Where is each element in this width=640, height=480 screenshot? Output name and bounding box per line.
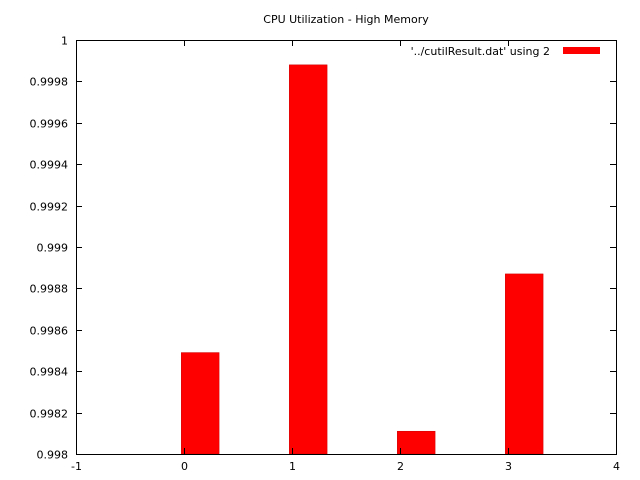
legend-swatch [563, 47, 600, 54]
y-tick-label: 0.9998 [30, 76, 69, 89]
y-tick-label: 0.9996 [30, 118, 69, 131]
x-tick-label: -1 [71, 460, 82, 473]
y-tick-label: 0.9994 [30, 159, 69, 172]
bar [289, 64, 328, 455]
ticks-layer: 0.998 0.9982 0.9984 0.9986 0.9988 0.999 0.9992… [30, 35, 621, 474]
plot-frame [76, 40, 617, 455]
x-tick-label: 1 [289, 460, 296, 473]
bars-layer [181, 64, 544, 455]
y-tick-label: 0.999 [37, 242, 69, 255]
x-tick-label: 3 [505, 460, 512, 473]
y-tick-label: 0.9984 [30, 366, 69, 379]
y-tick-label: 0.9992 [30, 201, 69, 214]
legend-label: '../cutilResult.dat' using 2 [411, 45, 550, 58]
bar [505, 273, 544, 455]
y-tick-label: 0.9982 [30, 408, 69, 421]
legend: '../cutilResult.dat' using 2 [411, 45, 600, 58]
y-tick-label: 0.9988 [30, 283, 69, 296]
x-tick-label: 4 [613, 460, 620, 473]
x-tick-label: 2 [397, 460, 404, 473]
bar [181, 352, 220, 455]
x-tick-label: 0 [181, 460, 188, 473]
y-tick-label: 0.998 [37, 449, 69, 462]
chart-title: CPU Utilization - High Memory [263, 13, 429, 26]
y-tick-label: 1 [61, 35, 68, 48]
bar [397, 430, 436, 455]
y-tick-label: 0.9986 [30, 325, 69, 338]
